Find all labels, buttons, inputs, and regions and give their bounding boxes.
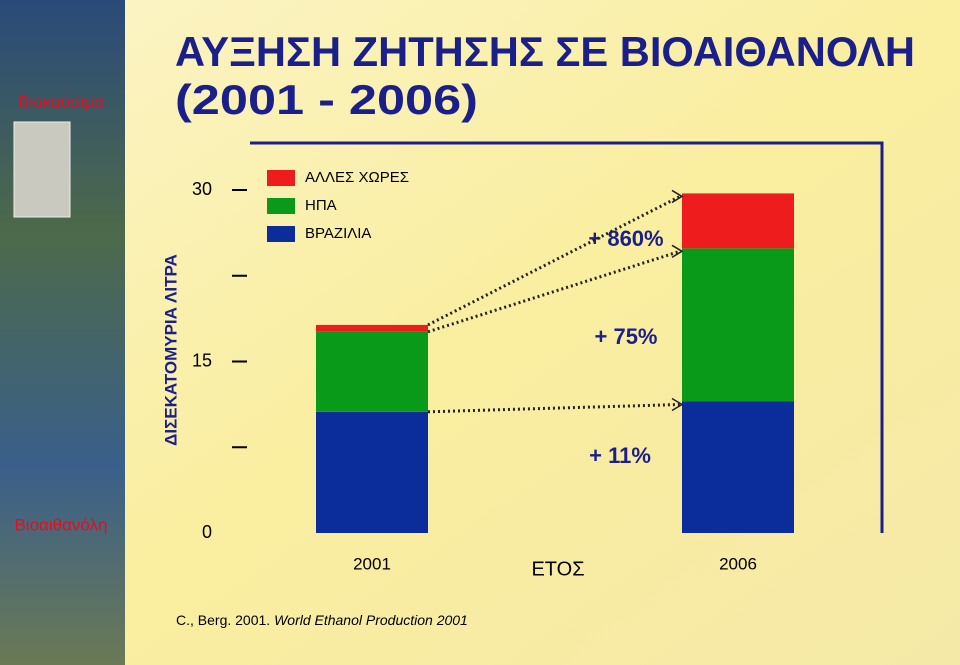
source-ref: C., Berg. 2001. [176,612,270,628]
y-tick-label: 0 [202,522,212,542]
side-label: Βιοαιθανόλη [14,515,107,534]
legend-label: ΒΡΑΖΙΛΙΑ [305,225,371,242]
trend-arrow [427,249,681,334]
x-tick-label: 2006 [719,554,757,573]
bar-segment [316,411,428,533]
bar-segment [682,193,794,249]
legend-swatch [267,198,295,214]
annotation: + 860% [588,226,663,251]
bar-segment [316,324,428,332]
x-axis-label: ΕΤΟΣ [531,558,584,580]
bar-segment [316,331,428,412]
y-tick-label: 30 [192,179,212,199]
source-title: World Ethanol Production 2001 [274,612,468,628]
bar-segment [682,248,794,402]
legend-label: ΑΛΛΕΣ ΧΩΡΕΣ [305,169,409,186]
source: C., Berg. 2001. World Ethanol Production… [176,612,468,628]
legend-label: ΗΠΑ [305,197,337,214]
chart-subtitle: (2001 - 2006) [175,76,478,123]
legend-swatch [267,226,295,242]
arrow-head [671,397,684,412]
bar-segment [682,401,794,533]
y-axis-label: ΔΙΣΕΚΑΤΟΜΥΡΙΑ ΛΙΤΡΑ [161,254,180,446]
trend-arrow [427,195,681,327]
arrow-head [671,244,684,258]
x-tick-label: 2001 [353,554,391,573]
trend-arrow [427,403,681,414]
chart-title: ΑΥΞΗΣΗ ΖΗΤΗΣΗΣ ΣΕ ΒΙΟΑΙΘΑΝΟΛΗ [175,28,915,75]
y-tick-label: 15 [192,350,212,370]
annotation: + 11% [589,443,651,468]
side-label: Βιοκαύσιμα [18,92,104,111]
side-photo [13,121,71,218]
annotation: + 75% [595,324,658,349]
side-image [0,0,125,665]
plot-frame [250,141,884,533]
arrow-head [671,189,684,204]
legend-swatch [267,170,295,186]
